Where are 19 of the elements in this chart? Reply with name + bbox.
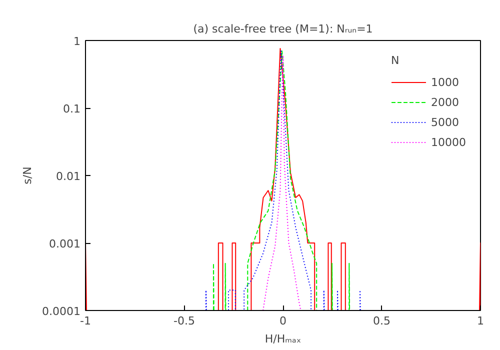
- legend-label: 1000: [431, 76, 459, 88]
- y-tick-label: 0.01: [56, 170, 81, 183]
- x-tick-label: 1: [477, 314, 484, 328]
- y-tick-label: 0.0001: [42, 305, 81, 318]
- chart-title: (a) scale-free tree (M=1): Nᵣᵤₙ=1: [193, 22, 373, 36]
- legend-title: N: [391, 54, 400, 67]
- x-tick-label: 0: [280, 314, 286, 328]
- y-tick-label: 0.1: [63, 102, 81, 116]
- legend-label: 2000: [431, 96, 459, 108]
- y-axis-title: s/N: [21, 166, 34, 184]
- y-tick-label: 0.001: [49, 238, 81, 250]
- x-tick-label: -1: [80, 314, 91, 328]
- x-tick-label: -0.5: [174, 314, 195, 328]
- x-tick-label: 0.5: [373, 314, 391, 328]
- legend-label: 5000: [431, 116, 459, 128]
- line-series: [262, 54, 302, 310]
- x-axis-title: H/Hₘₐₓ: [264, 332, 302, 346]
- legend-label: 10000: [431, 136, 466, 148]
- y-tick-label: 1: [74, 35, 80, 48]
